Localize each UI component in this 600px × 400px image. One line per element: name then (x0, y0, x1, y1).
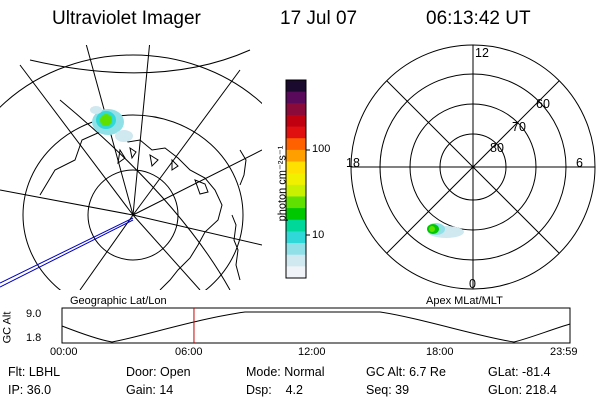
altitude-tick-min: 1.8 (26, 332, 42, 344)
coastline (39, 129, 223, 290)
colorbar-swatch (286, 161, 306, 174)
coastline (239, 149, 247, 186)
geographic-caption: Geographic Lat/Lon (70, 295, 167, 307)
colorbar-swatch (286, 149, 306, 163)
colorbar-swatch (286, 114, 306, 128)
islands (117, 146, 179, 171)
colorbar-swatch (286, 138, 306, 151)
colorbar-swatch (286, 254, 306, 267)
instrument-title: Ultraviolet Imager (52, 8, 201, 29)
status-door: Door: Open (126, 365, 191, 379)
lat-circle-outer (0, 54, 262, 108)
aurora-emission-polar (427, 223, 464, 238)
altitude-frame (61, 307, 571, 344)
apex-caption: Apex MLat/MLT (426, 295, 503, 307)
status-seq: Seq: 39 (366, 383, 410, 397)
status-ip: IP: 36.0 (8, 383, 52, 397)
mlt-label-6: 6 (576, 156, 583, 170)
coastline (231, 214, 241, 281)
mlt-label-18: 18 (346, 156, 360, 170)
altitude-tick-max: 9.0 (26, 308, 42, 320)
status-gc-alt: GC Alt: 6.7 Re (366, 365, 446, 379)
colorbar-swatch (286, 184, 306, 197)
colorbar-swatch (286, 243, 306, 256)
aurora-emission-map (90, 106, 133, 142)
status-glat: GLat: -81.4 (488, 365, 551, 379)
colorbar-tick-10: 10 (312, 229, 325, 241)
time-tick-2359: 23:59 (550, 346, 578, 358)
lat-circle-mid (22, 114, 244, 290)
colorbar-swatch (286, 266, 306, 279)
status-glon: GLon: 218.4 (488, 383, 557, 397)
status-dsp: Dsp: 4.2 (246, 383, 303, 397)
time-tick-1800: 18:00 (426, 346, 454, 358)
arc-line (29, 49, 251, 74)
mlt-label-0: 0 (469, 277, 476, 291)
meridian (79, 214, 134, 290)
mlt-line-diag (386, 80, 560, 254)
arc-line (59, 99, 231, 290)
meridian (0, 189, 134, 216)
orbit-track (0, 217, 134, 284)
time-tick-0000: 00:00 (50, 346, 78, 358)
meridian (19, 64, 134, 216)
date-label: 17 Jul 07 (280, 8, 358, 29)
time-tick-0600: 06:00 (175, 346, 203, 358)
status-filter: Flt: LBHL (8, 365, 61, 379)
colorbar-swatch (286, 208, 306, 221)
islands (194, 179, 209, 195)
colorbar-swatch (286, 173, 306, 186)
mlt-label-12: 12 (475, 46, 489, 60)
time-tick-1200: 12:00 (298, 346, 326, 358)
colorbar-swatch (286, 91, 306, 104)
colorbar-swatch (286, 80, 306, 93)
colorbar-swatch (286, 231, 306, 244)
time-label: 06:13:42 UT (426, 8, 531, 29)
orbit-track (0, 219, 134, 288)
mlat-label-60: 60 (536, 97, 550, 111)
colorbar-swatch (286, 196, 306, 209)
colorbar-tick-100: 100 (312, 143, 331, 155)
meridian (132, 214, 201, 290)
colorbar-swatch (286, 126, 306, 139)
meridian (132, 149, 262, 216)
mlat-label-80: 80 (490, 141, 504, 155)
meridian (132, 69, 241, 216)
status-gain: Gain: 14 (126, 383, 174, 397)
status-mode: Mode: Normal (246, 365, 325, 379)
colorbar-swatch (286, 219, 306, 232)
meridian (132, 214, 262, 246)
colorbar-swatch (286, 103, 306, 116)
meridian (132, 45, 151, 216)
altitude-curve (61, 311, 571, 343)
colorbar-frame (285, 79, 307, 279)
mlat-label-70: 70 (512, 120, 526, 134)
